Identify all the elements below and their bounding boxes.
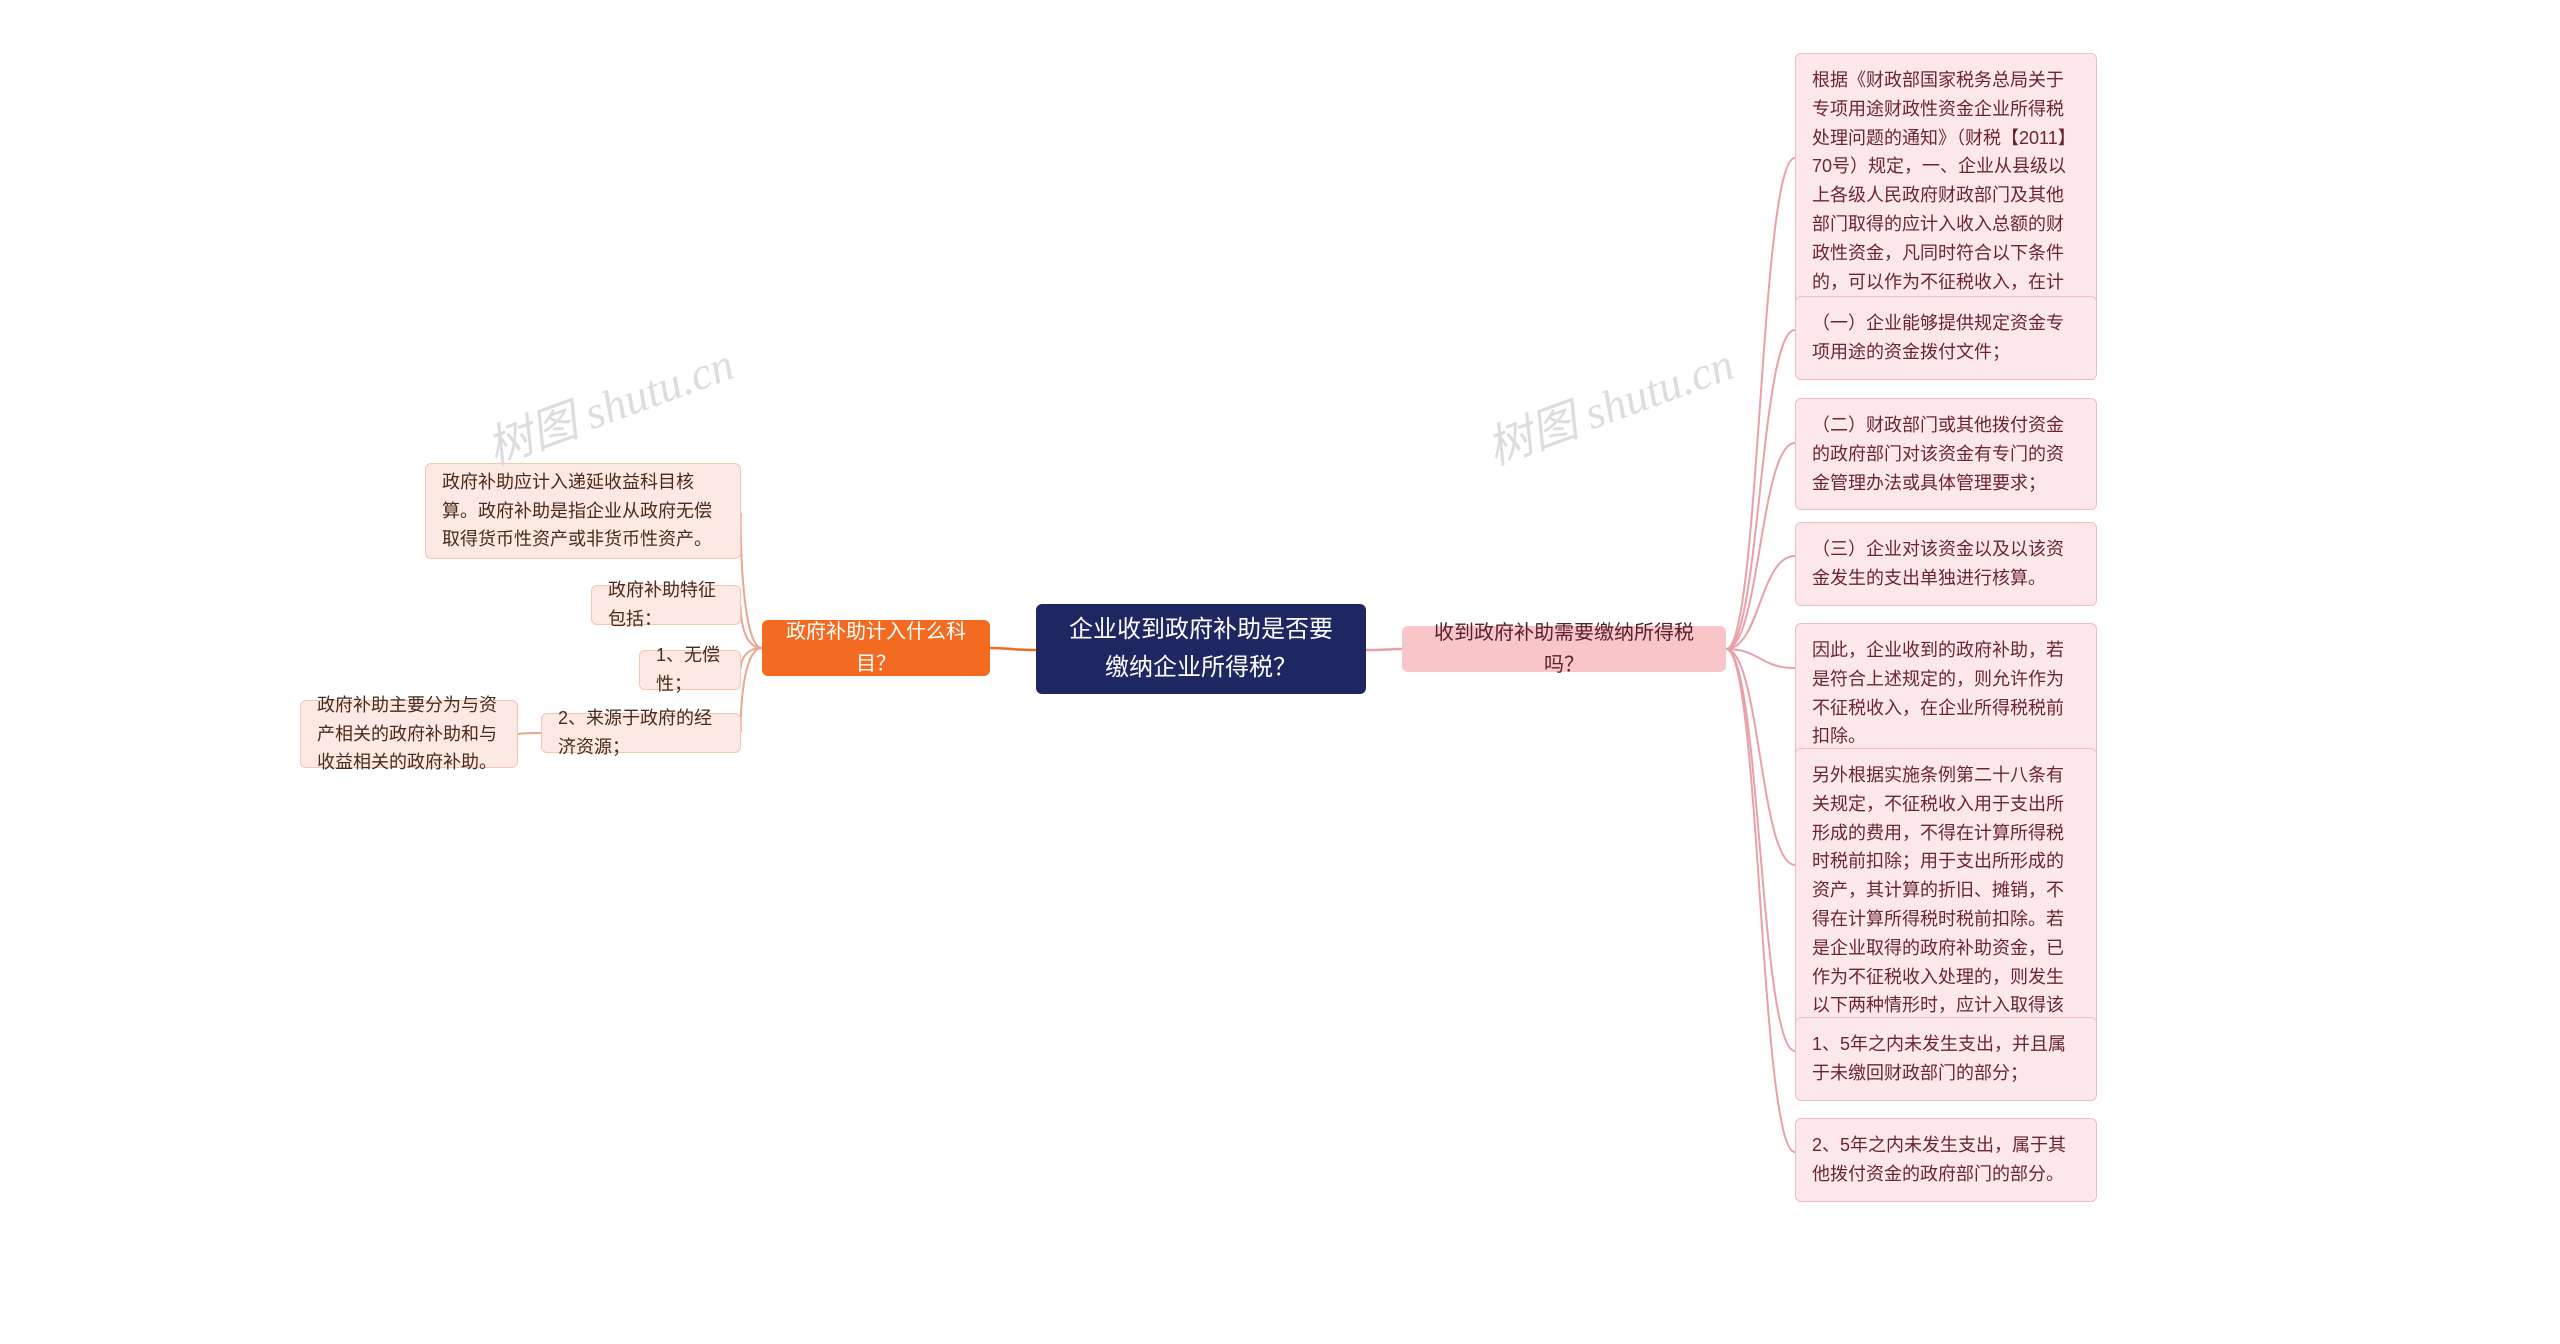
mindmap-canvas: 企业收到政府补助是否要缴纳企业所得税？ 政府补助计入什么科目？ 政府补助应计入递… xyxy=(0,0,2560,1344)
right-child-7[interactable]: 1、5年之内未发生支出，并且属于未缴回财政部门的部分； xyxy=(1795,1017,2097,1101)
left-child-2-text: 政府补助特征包括： xyxy=(608,576,724,634)
right-child-7-text: 1、5年之内未发生支出，并且属于未缴回财政部门的部分； xyxy=(1812,1030,2080,1088)
right-child-2[interactable]: （一）企业能够提供规定资金专项用途的资金拨付文件； xyxy=(1795,296,2097,380)
center-node[interactable]: 企业收到政府补助是否要缴纳企业所得税？ xyxy=(1036,604,1366,694)
right-child-8-text: 2、5年之内未发生支出，属于其他拨付资金的政府部门的部分。 xyxy=(1812,1131,2080,1189)
right-child-4-text: （三）企业对该资金以及以该资金发生的支出单独进行核算。 xyxy=(1812,535,2080,593)
left-child-3-text: 1、无偿性； xyxy=(656,641,724,699)
center-title: 企业收到政府补助是否要缴纳企业所得税？ xyxy=(1060,611,1342,688)
left-child-1[interactable]: 政府补助应计入递延收益科目核算。政府补助是指企业从政府无偿取得货币性资产或非货币… xyxy=(425,463,741,559)
right-branch-label: 收到政府补助需要缴纳所得税吗？ xyxy=(1418,617,1710,681)
left-branch-node[interactable]: 政府补助计入什么科目？ xyxy=(762,620,990,676)
watermark-2: 树图 shutu.cn xyxy=(1476,328,1741,478)
left-child-4-text: 2、来源于政府的经济资源； xyxy=(558,704,724,762)
right-branch-node[interactable]: 收到政府补助需要缴纳所得税吗？ xyxy=(1402,626,1726,672)
right-child-3-text: （二）财政部门或其他拨付资金的政府部门对该资金有专门的资金管理办法或具体管理要求… xyxy=(1812,411,2080,497)
watermark-1: 树图 shutu.cn xyxy=(476,328,741,478)
left-branch-label: 政府补助计入什么科目？ xyxy=(778,616,974,680)
left-child-3[interactable]: 1、无偿性； xyxy=(639,650,741,690)
right-child-4[interactable]: （三）企业对该资金以及以该资金发生的支出单独进行核算。 xyxy=(1795,522,2097,606)
right-child-2-text: （一）企业能够提供规定资金专项用途的资金拨付文件； xyxy=(1812,309,2080,367)
left-child-4[interactable]: 2、来源于政府的经济资源； xyxy=(541,713,741,753)
right-child-3[interactable]: （二）财政部门或其他拨付资金的政府部门对该资金有专门的资金管理办法或具体管理要求… xyxy=(1795,398,2097,510)
left-child-4-sub-text: 政府补助主要分为与资产相关的政府补助和与收益相关的政府补助。 xyxy=(317,691,501,777)
left-child-4-sub[interactable]: 政府补助主要分为与资产相关的政府补助和与收益相关的政府补助。 xyxy=(300,700,518,768)
right-child-8[interactable]: 2、5年之内未发生支出，属于其他拨付资金的政府部门的部分。 xyxy=(1795,1118,2097,1202)
right-child-5[interactable]: 因此，企业收到的政府补助，若是符合上述规定的，则允许作为不征税收入，在企业所得税… xyxy=(1795,623,2097,764)
left-child-1-text: 政府补助应计入递延收益科目核算。政府补助是指企业从政府无偿取得货币性资产或非货币… xyxy=(442,468,724,554)
left-child-2[interactable]: 政府补助特征包括： xyxy=(591,585,741,625)
right-child-5-text: 因此，企业收到的政府补助，若是符合上述规定的，则允许作为不征税收入，在企业所得税… xyxy=(1812,636,2080,751)
